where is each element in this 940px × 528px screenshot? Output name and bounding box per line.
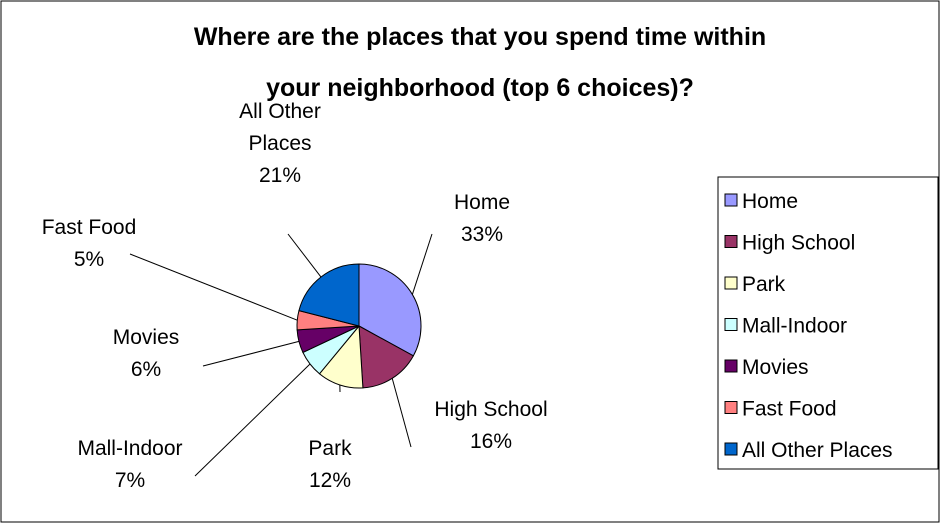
legend-swatch-mall-indoor	[725, 319, 737, 331]
legend-swatch-park	[725, 277, 737, 289]
legend-swatch-fast-food	[725, 402, 737, 414]
legend-label-high-school: High School	[742, 232, 855, 255]
legend-swatch-all-other-places	[725, 443, 737, 455]
legend-swatch-high-school	[725, 236, 737, 248]
chart-title-line-2: your neighborhood (top 6 choices)?	[266, 74, 694, 102]
legend-swatch-movies	[725, 360, 737, 372]
legend-label-all-other-places: All Other Places	[742, 439, 893, 462]
chart-title-line-1: Where are the places that you spend time…	[194, 23, 766, 51]
legend-label-fast-food: Fast Food	[742, 398, 837, 421]
legend-label-movies: Movies	[742, 356, 809, 379]
legend-label-home: Home	[742, 190, 798, 213]
pie-slices	[297, 264, 421, 388]
legend-label-park: Park	[742, 273, 786, 296]
legend-label-mall-indoor: Mall-Indoor	[742, 315, 847, 338]
legend-swatch-home	[725, 194, 737, 206]
legend: Home High School Park Mall-Indoor Movies Fast…	[718, 177, 938, 469]
